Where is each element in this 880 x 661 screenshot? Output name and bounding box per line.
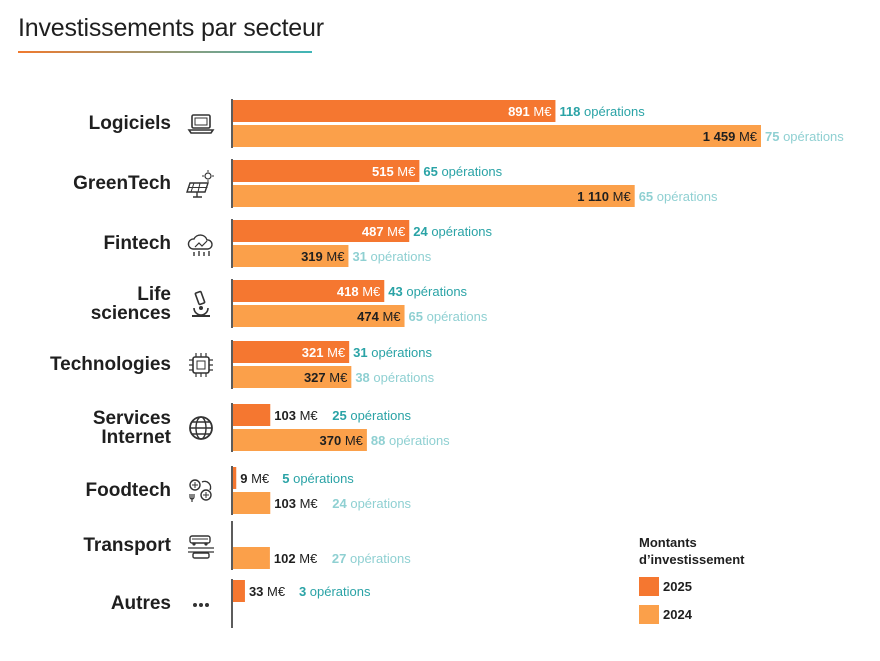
category-label: Technologies bbox=[49, 354, 171, 375]
operations-label: 118 opérations bbox=[559, 104, 645, 119]
category-label: Services Internet bbox=[92, 407, 171, 448]
operations-label: 31 opérations bbox=[353, 345, 432, 360]
operations-label: 43 opérations bbox=[388, 284, 467, 299]
cloud-finance-icon bbox=[186, 229, 216, 259]
operations-label: 5 opérations bbox=[282, 471, 354, 486]
page-title: Investissements par secteur bbox=[18, 14, 324, 42]
operations-label: 65 opérations bbox=[423, 164, 502, 179]
operations-label: 24 opérations bbox=[332, 496, 411, 511]
value-label: 321 M€ bbox=[302, 345, 346, 360]
legend-swatch-2025 bbox=[639, 577, 659, 596]
value-label: 370 M€ bbox=[320, 433, 364, 448]
value-label: 891 M€ bbox=[508, 104, 552, 119]
category-label: Life sciences bbox=[90, 283, 171, 324]
globe-icon bbox=[186, 413, 216, 443]
legend-label-2024: 2024 bbox=[663, 607, 692, 622]
category-label: GreenTech bbox=[73, 173, 171, 194]
operations-label: 38 opérations bbox=[355, 370, 434, 385]
bar-2025 bbox=[233, 280, 385, 302]
vehicles-icon bbox=[186, 531, 216, 561]
bar-2025 bbox=[233, 100, 556, 122]
value-label: 474 M€ bbox=[357, 309, 401, 324]
bar-2024 bbox=[233, 305, 405, 327]
category-label: Fintech bbox=[103, 233, 171, 254]
legend-label-2025: 2025 bbox=[663, 579, 692, 594]
microscope-icon bbox=[186, 289, 216, 319]
bar-2025 bbox=[233, 160, 420, 182]
bar-2024 bbox=[233, 185, 635, 207]
operations-label: 27 opérations bbox=[332, 551, 411, 566]
bar-2024 bbox=[233, 366, 352, 388]
bar-2025 bbox=[233, 220, 410, 242]
value-label: 103 M€ bbox=[274, 408, 318, 423]
solar-panel-icon bbox=[186, 169, 216, 199]
value-label: 103 M€ bbox=[274, 496, 318, 511]
operations-label: 65 opérations bbox=[409, 309, 488, 324]
bar-2025 bbox=[233, 404, 271, 426]
category-label: Logiciels bbox=[88, 113, 171, 134]
operations-label: 24 opérations bbox=[413, 224, 492, 239]
ellipsis-icon bbox=[186, 589, 216, 619]
food-tech-icon bbox=[186, 476, 216, 506]
bar-2024 bbox=[233, 492, 271, 514]
operations-label: 3 opérations bbox=[299, 584, 371, 599]
operations-label: 25 opérations bbox=[332, 408, 411, 423]
bar-2024 bbox=[233, 429, 367, 451]
category-label: Foodtech bbox=[85, 480, 172, 501]
value-label: 418 M€ bbox=[337, 284, 381, 299]
value-label: 319 M€ bbox=[301, 249, 345, 264]
bar-2024 bbox=[233, 245, 349, 267]
value-label: 9 M€ bbox=[240, 471, 270, 486]
value-label: 1 110 M€ bbox=[577, 189, 631, 204]
value-label: 33 M€ bbox=[249, 584, 286, 599]
bar-2024 bbox=[233, 125, 761, 147]
value-label: 515 M€ bbox=[372, 164, 416, 179]
bar-2024 bbox=[233, 547, 270, 569]
bar-2025 bbox=[233, 341, 350, 363]
bar-2025 bbox=[233, 580, 245, 602]
category-label: Autres bbox=[110, 593, 171, 614]
operations-label: 31 opérations bbox=[352, 249, 431, 264]
chip-icon bbox=[186, 350, 216, 380]
laptop-icon bbox=[186, 109, 216, 139]
category-label: Transport bbox=[83, 535, 171, 556]
value-label: 1 459 M€ bbox=[703, 129, 758, 144]
value-label: 327 M€ bbox=[304, 370, 348, 385]
operations-label: 75 opérations bbox=[765, 129, 844, 144]
bar-2025 bbox=[233, 467, 237, 489]
value-label: 102 M€ bbox=[274, 551, 318, 566]
legend-swatch-2024 bbox=[639, 605, 659, 624]
title-underline bbox=[18, 51, 312, 53]
operations-label: 65 opérations bbox=[639, 189, 718, 204]
legend-title: Montants d’investissement bbox=[639, 535, 745, 567]
operations-label: 88 opérations bbox=[371, 433, 450, 448]
value-label: 487 M€ bbox=[362, 224, 406, 239]
